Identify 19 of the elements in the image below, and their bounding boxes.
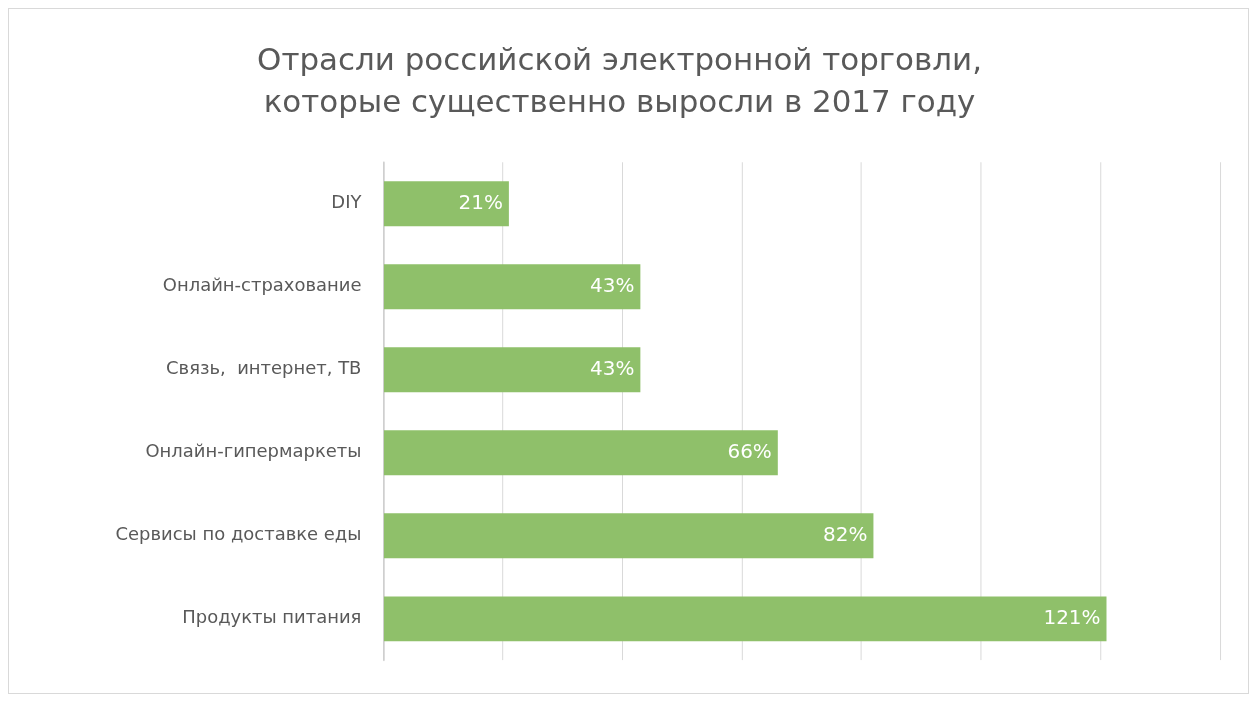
bar — [383, 430, 778, 476]
data-label: 121% — [1043, 604, 1101, 629]
data-label: 43% — [590, 272, 635, 297]
y-tick-label: DIY — [331, 191, 362, 213]
data-label: 43% — [590, 355, 635, 380]
y-tick-label: Онлайн-страхование — [162, 274, 362, 296]
y-tick-label: Продукты питания — [182, 606, 362, 628]
data-label: 21% — [458, 189, 503, 214]
data-label: 66% — [727, 438, 772, 463]
y-tick-label: Связь, интернет, ТВ — [166, 357, 362, 379]
y-tick-label: Онлайн-гипермаркеты — [145, 440, 362, 462]
data-label: 82% — [823, 521, 868, 546]
bar — [383, 513, 874, 559]
bar — [383, 264, 641, 310]
bar — [383, 181, 509, 227]
y-tick-label: Сервисы по доставке еды — [115, 523, 362, 545]
bar — [383, 596, 1107, 642]
bar — [383, 347, 641, 393]
chart-title: Отрасли российской электронной торговли, которые существенно выросли в 2017 году — [257, 40, 982, 119]
